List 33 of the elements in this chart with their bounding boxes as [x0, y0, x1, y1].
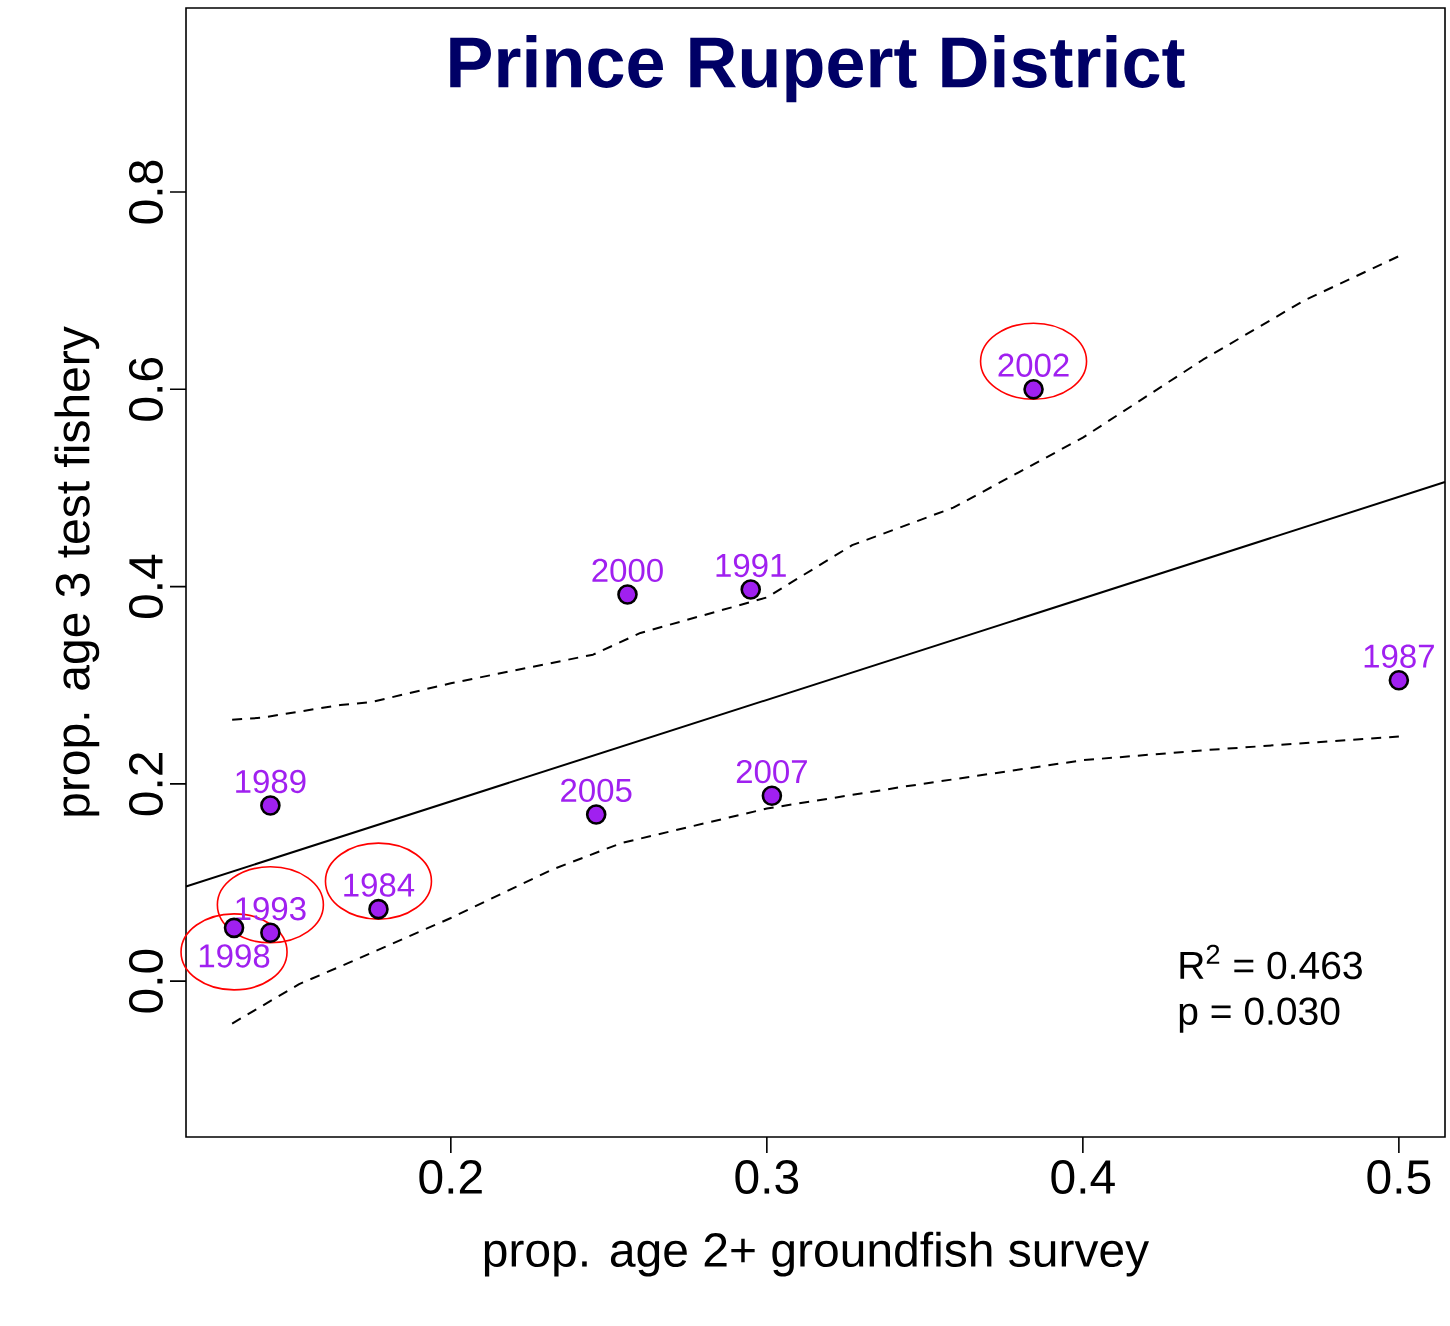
annotation: 1998 — [199, 944, 270, 968]
point — [761, 785, 783, 806]
annotation: 2005 — [561, 778, 632, 803]
y-axis-title: prop. age 3 test fishery — [54, 326, 100, 816]
annotation: 1993 — [236, 897, 306, 921]
y-tick-label: 0.2 — [128, 752, 163, 816]
point — [260, 922, 281, 944]
y-tick-label: 0.4 — [128, 554, 163, 619]
y-tick-label: 0.0 — [128, 949, 163, 1013]
x-tick-label: 0.2 — [419, 1160, 482, 1195]
point — [368, 898, 389, 920]
y-tick-label: 0.8 — [128, 160, 163, 224]
point — [1023, 379, 1044, 400]
x-tick-label: 0.4 — [1051, 1160, 1115, 1195]
point — [260, 795, 281, 816]
annotation: 2002 — [998, 353, 1069, 377]
annotation: 1984 — [344, 873, 415, 897]
annotation: 2007 — [736, 759, 807, 784]
chart-title: Prince Rupert District — [450, 35, 1185, 103]
annotation: 1991 — [716, 553, 786, 578]
x-tick-label: 0.5 — [1367, 1160, 1431, 1195]
annotation: 1989 — [236, 769, 306, 794]
annotation: R$^{2}$ = 0.463 — [1180, 944, 1362, 980]
x-axis-title: prop. age 2+ groundfish survey — [484, 1231, 1150, 1277]
point — [585, 804, 607, 825]
y-tick-label: 0.6 — [128, 358, 163, 421]
x-tick-label: 0.3 — [735, 1160, 799, 1195]
point — [740, 579, 762, 600]
annotation: 2000 — [592, 558, 663, 583]
point — [617, 584, 638, 605]
point — [1388, 670, 1410, 691]
annotation: 1987 — [1364, 644, 1434, 668]
annotation: p = 0.030 — [1179, 997, 1340, 1033]
